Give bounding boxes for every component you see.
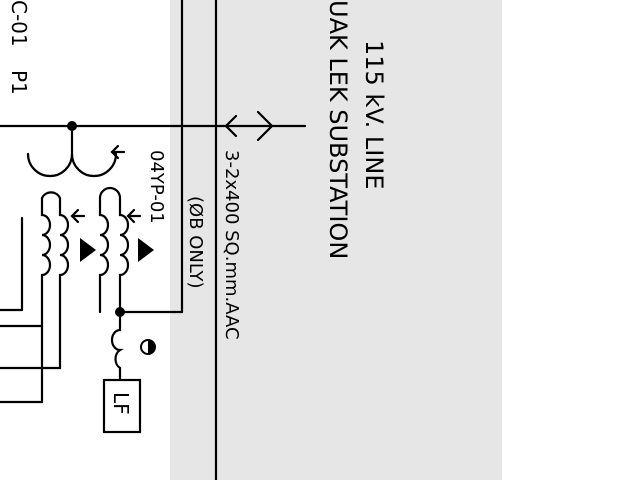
fuse-marker-ring [140,339,156,355]
winding-marker-1 [80,238,96,262]
conductor-label: 3-2x400 SQ.mm.AAC [221,150,242,340]
phase-note: (ØB ONLY) [185,196,206,289]
feeder-arrow [256,110,274,142]
relay-box-label: LF [109,392,133,415]
winding-marker-2 [138,238,154,262]
pt-junction-node [115,307,125,317]
polarity-arrow-2 [126,208,142,224]
winding-top-curl-2 [98,186,122,200]
substation-name: UAK LEK SUBSTATION [324,0,352,259]
polarity-arrow-3 [110,144,126,160]
pt-label: 04YP-01 [146,150,167,224]
line-title: 115 kV. LINE [360,40,388,189]
left-label-b: P1 [7,70,31,95]
secondary-winding-3 [98,196,110,314]
left-label-a: C-01 [7,0,31,47]
bus-junction-node [67,121,77,131]
winding-top-curl-1 [40,191,62,200]
feeder-chevron [224,114,238,138]
relay-box [102,378,142,434]
polarity-arrow-1 [70,208,86,224]
secondary-winding-1 [0,196,52,328]
secondary-winding-2 [0,196,70,370]
secondary-winding-4 [118,196,130,314]
title-panel [170,0,502,480]
fuse-coil [110,310,124,382]
